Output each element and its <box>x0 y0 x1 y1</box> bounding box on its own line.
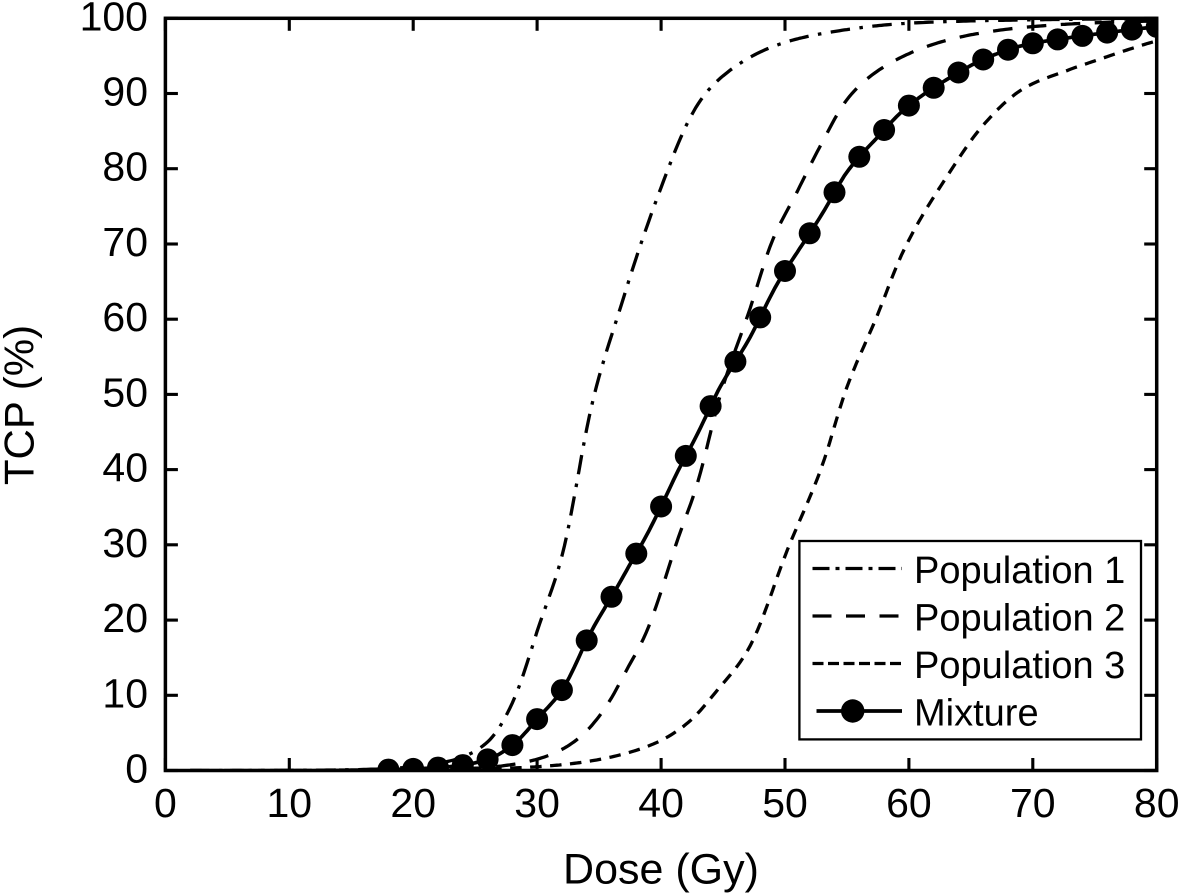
svg-text:80: 80 <box>102 144 148 190</box>
svg-text:0: 0 <box>154 780 177 826</box>
svg-text:60: 60 <box>102 294 148 340</box>
svg-text:50: 50 <box>762 780 808 826</box>
svg-text:Population 2: Population 2 <box>914 598 1125 640</box>
svg-text:10: 10 <box>102 670 148 716</box>
svg-text:10: 10 <box>266 780 312 826</box>
svg-text:50: 50 <box>102 369 148 415</box>
svg-text:40: 40 <box>638 780 684 826</box>
svg-text:Population 3: Population 3 <box>914 645 1125 687</box>
svg-text:40: 40 <box>102 445 148 491</box>
svg-text:80: 80 <box>1134 780 1180 826</box>
svg-text:70: 70 <box>1010 780 1056 826</box>
svg-text:0: 0 <box>125 746 148 792</box>
svg-text:Dose (Gy): Dose (Gy) <box>563 846 759 894</box>
svg-text:90: 90 <box>102 69 148 115</box>
svg-text:60: 60 <box>886 780 932 826</box>
svg-text:20: 20 <box>102 595 148 641</box>
svg-text:Mixture: Mixture <box>914 693 1039 735</box>
svg-text:20: 20 <box>390 780 436 826</box>
svg-text:30: 30 <box>514 780 560 826</box>
svg-text:100: 100 <box>80 0 148 39</box>
svg-text:30: 30 <box>102 520 148 566</box>
svg-text:TCP (%): TCP (%) <box>0 325 43 485</box>
svg-text:70: 70 <box>102 219 148 265</box>
svg-text:Population 1: Population 1 <box>914 550 1125 592</box>
